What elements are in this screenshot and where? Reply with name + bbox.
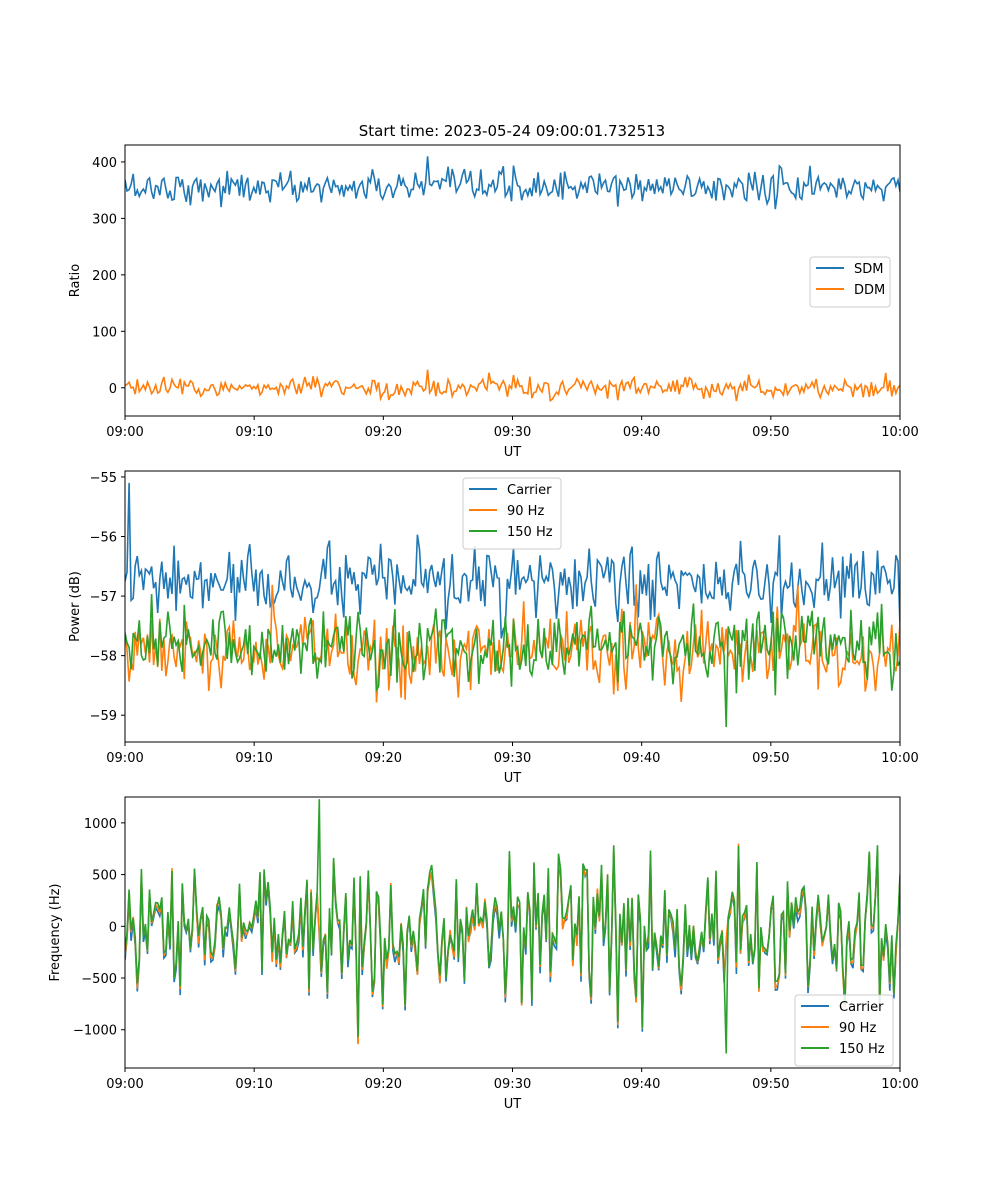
chart-panel-1: 09:00 09:10 09:20 09:30 09:40 09:50 10:00 0 100 2…: [68, 144, 919, 460]
y-tick-label: −500: [81, 972, 117, 987]
x-tick-label: 09:40: [623, 425, 660, 440]
x-tick-label: 09:20: [365, 751, 402, 766]
legend-entry: Carrier: [839, 1000, 884, 1015]
x-tick-label: 09:00: [106, 1077, 143, 1092]
y-axis-label: Ratio: [68, 264, 83, 297]
y-tick-label: 400: [92, 156, 117, 171]
y-axis-label: Power (dB): [68, 571, 83, 642]
legend-entry: DDM: [854, 283, 885, 298]
legend-entry: SDM: [854, 262, 883, 277]
legend-entry: 150 Hz: [839, 1042, 885, 1057]
x-tick-label: 09:00: [106, 425, 143, 440]
x-tick-label: 09:10: [235, 751, 272, 766]
legend-entry: 90 Hz: [507, 504, 544, 519]
series-line-sdm: [125, 156, 900, 210]
y-tick-label: −57: [90, 590, 117, 605]
y-axis-label: Frequency (Hz): [48, 883, 63, 981]
figure-title: Start time: 2023-05-24 09:00:01.732513: [359, 122, 665, 140]
series-line-ddm: [125, 369, 900, 403]
x-tick-label: 09:30: [494, 1077, 531, 1092]
x-tick-label: 10:00: [881, 425, 918, 440]
x-axis-label: UT: [504, 445, 522, 460]
y-tick-label: 1000: [84, 817, 117, 832]
x-tick-label: 09:20: [365, 425, 402, 440]
x-tick-label: 09:40: [623, 1077, 660, 1092]
x-tick-label: 10:00: [881, 1077, 918, 1092]
x-tick-label: 09:50: [752, 1077, 789, 1092]
y-tick-label: 500: [92, 869, 117, 884]
y-tick-label: −59: [90, 709, 117, 724]
x-tick-label: 10:00: [881, 751, 918, 766]
x-tick-label: 09:50: [752, 751, 789, 766]
y-tick-label: −58: [90, 650, 117, 665]
series-line-150-hz: [125, 594, 900, 728]
y-tick-label: 0: [109, 382, 117, 397]
x-axis-label: UT: [504, 1097, 522, 1112]
y-tick-label: −56: [90, 531, 117, 546]
legend: SDM DDM: [809, 256, 891, 308]
x-tick-label: 09:50: [752, 425, 789, 440]
x-tick-label: 09:30: [494, 425, 531, 440]
y-tick-label: 300: [92, 212, 117, 227]
legend-entry: 90 Hz: [839, 1021, 876, 1036]
x-axis-label: UT: [504, 771, 522, 786]
x-tick-label: 09:20: [365, 1077, 402, 1092]
x-tick-label: 09:10: [235, 425, 272, 440]
x-tick-label: 09:10: [235, 1077, 272, 1092]
chart-panel-2: 09:00 09:10 09:20 09:30 09:40 09:50 10:00 −59 −5…: [68, 470, 919, 786]
legend-box: [809, 256, 891, 308]
legend-entry: 150 Hz: [507, 525, 553, 540]
panels: 09:00 09:10 09:20 09:30 09:40 09:50 10:00 0 100 2…: [48, 144, 919, 1112]
series-line-carrier: [125, 482, 900, 639]
y-tick-label: 0: [109, 920, 117, 935]
legend: Carrier 90 Hz 150 Hz: [794, 994, 894, 1067]
y-tick-label: −55: [90, 471, 117, 486]
chart-panel-3: 09:00 09:10 09:20 09:30 09:40 09:50 10:00 −1000…: [48, 796, 919, 1112]
y-tick-label: −1000: [73, 1024, 117, 1039]
x-tick-label: 09:40: [623, 751, 660, 766]
y-tick-label: 100: [92, 325, 117, 340]
series-line-150-hz: [125, 799, 900, 1054]
y-tick-label: 200: [92, 269, 117, 284]
legend: Carrier 90 Hz 150 Hz: [462, 477, 562, 550]
x-tick-label: 09:00: [106, 751, 143, 766]
legend-entry: Carrier: [507, 483, 552, 498]
x-tick-label: 09:30: [494, 751, 531, 766]
